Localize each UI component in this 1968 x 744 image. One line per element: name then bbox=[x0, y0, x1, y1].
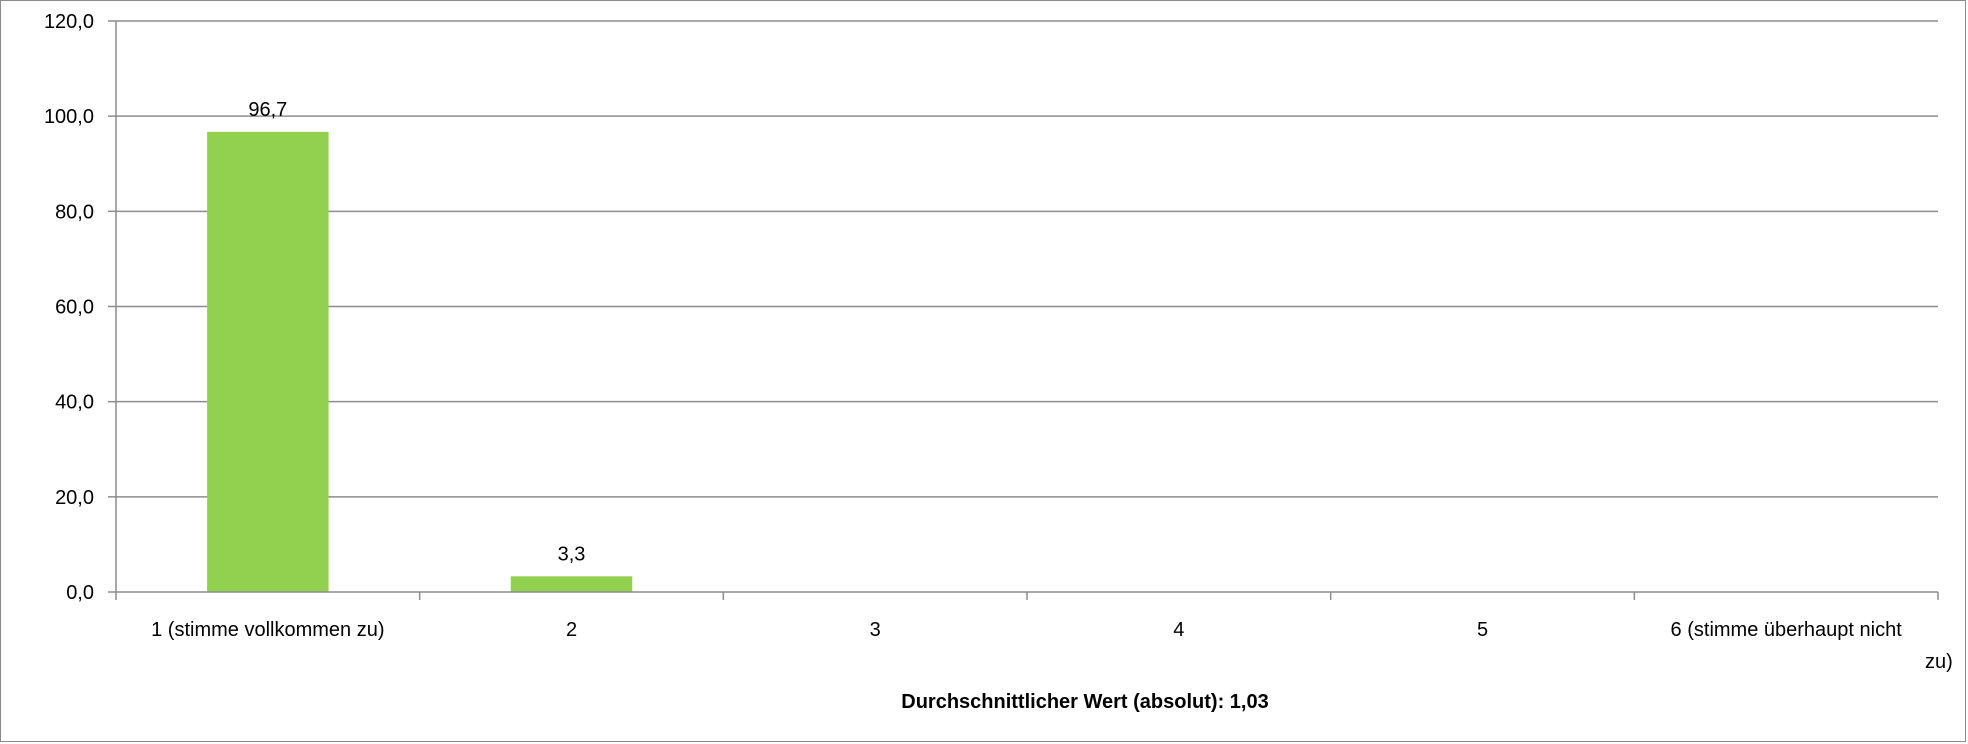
bar bbox=[510, 576, 633, 592]
data-label: 96,7 bbox=[248, 99, 287, 121]
gridlines bbox=[116, 20, 1938, 498]
x-tick-label: 6 (stimme überhaupt nicht zu) bbox=[1671, 619, 1953, 673]
x-axis-title: Durchschnittlicher Wert (absolut): 1,03 bbox=[901, 691, 1268, 713]
bars bbox=[207, 131, 633, 592]
x-tick-label: 2 bbox=[566, 619, 577, 641]
y-tick-label: 80,0 bbox=[55, 201, 94, 223]
x-tick-label: 3 bbox=[870, 619, 881, 641]
y-tick-label: 20,0 bbox=[55, 487, 94, 509]
x-tick-label: 5 bbox=[1477, 619, 1488, 641]
bar bbox=[207, 131, 329, 592]
y-tick-label: 0,0 bbox=[66, 582, 94, 604]
x-tick-label: 4 bbox=[1173, 619, 1184, 641]
y-axis-ticks: 0,0 20,0 40,0 60,0 80,0 100,0 120,0 bbox=[44, 11, 117, 604]
y-tick-label: 40,0 bbox=[55, 392, 94, 414]
data-label: 3,3 bbox=[558, 543, 586, 565]
data-labels: 96,7 3,3 bbox=[248, 99, 585, 565]
y-tick-label: 60,0 bbox=[55, 297, 94, 319]
x-tick-label: 1 (stimme vollkommen zu) bbox=[151, 619, 384, 641]
y-tick-label: 120,0 bbox=[44, 11, 94, 33]
x-axis: 1 (stimme vollkommen zu) 2 3 4 5 6 (stimme üb… bbox=[115, 591, 1953, 673]
y-tick-label: 100,0 bbox=[44, 106, 94, 128]
